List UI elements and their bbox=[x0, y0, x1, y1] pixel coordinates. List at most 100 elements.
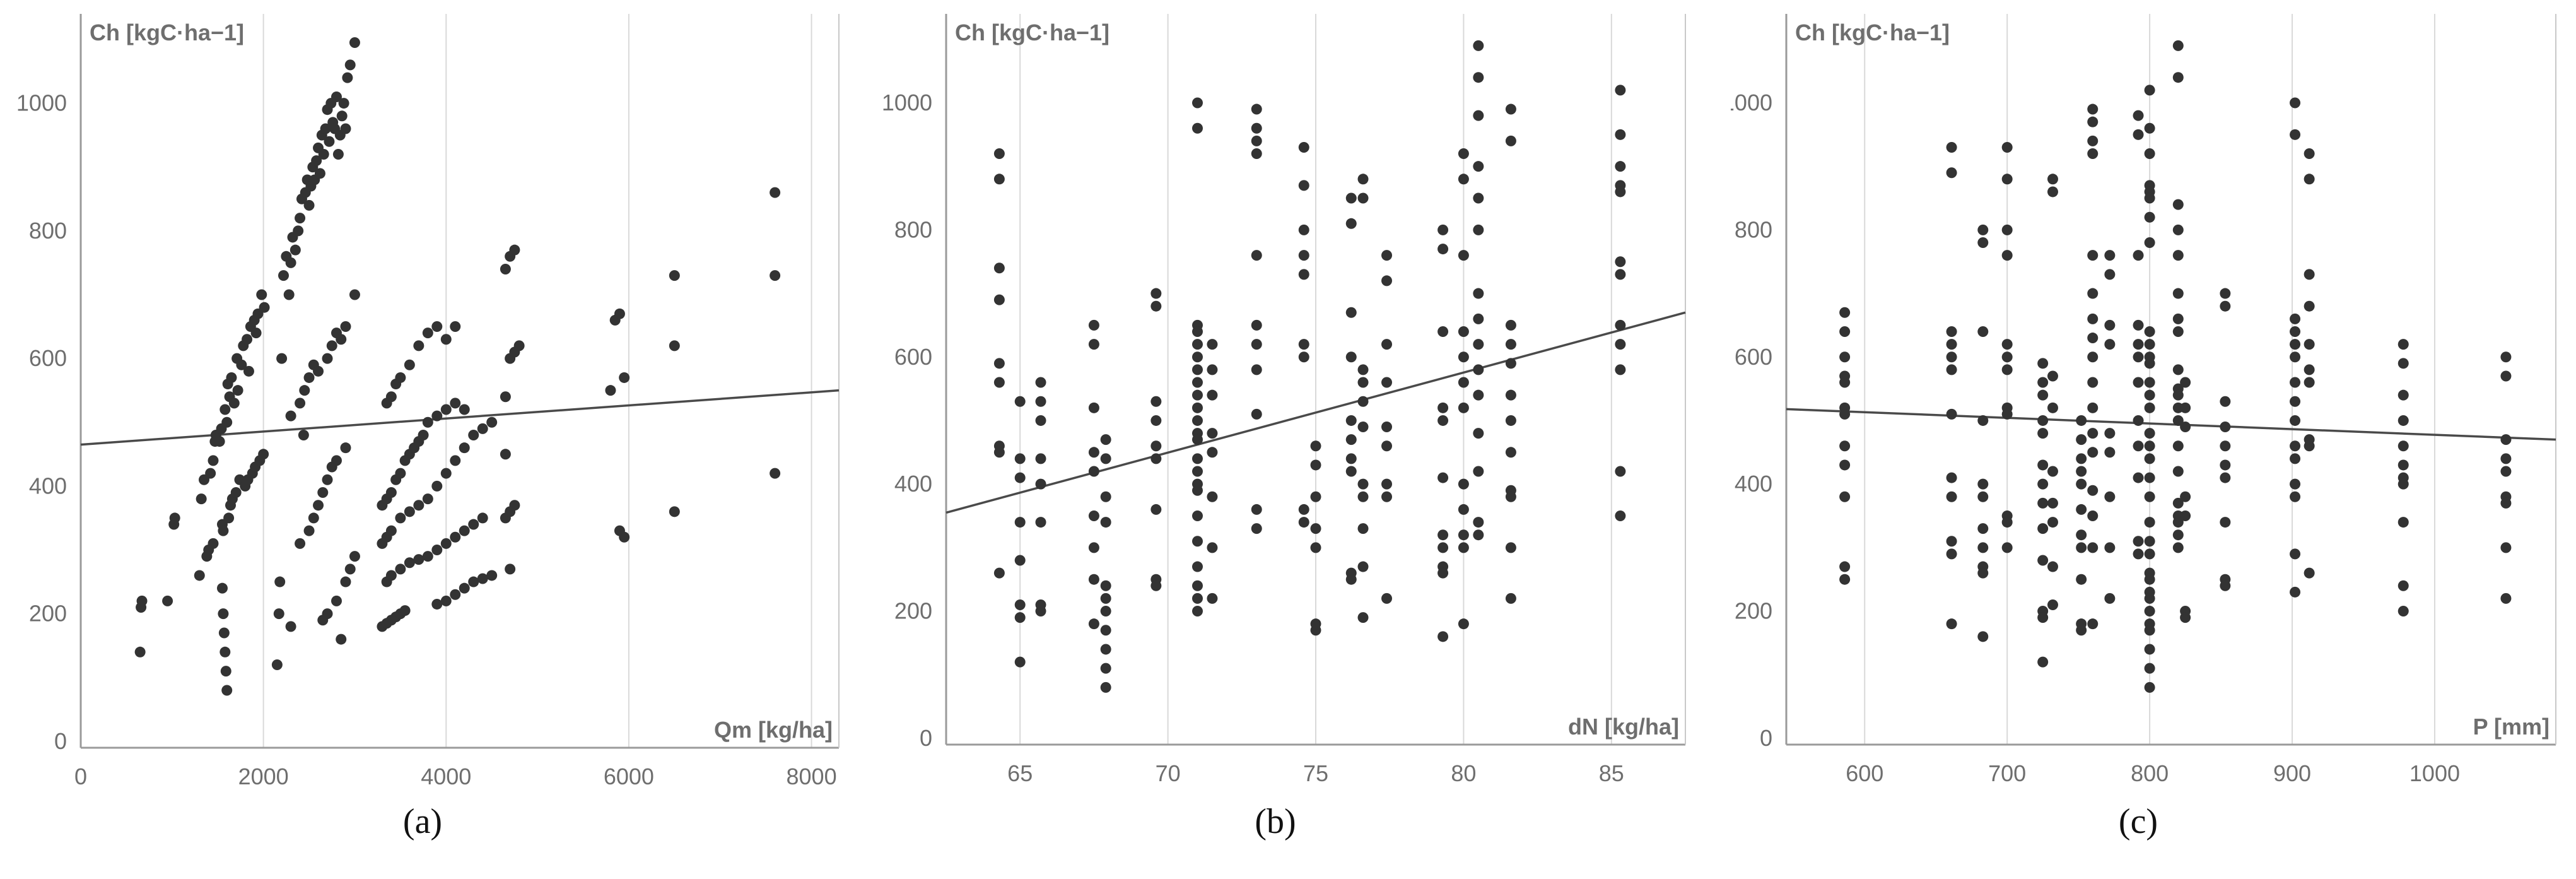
data-point bbox=[440, 404, 452, 415]
x-tick-label: 600 bbox=[1846, 760, 1883, 786]
x-tick-label: 4000 bbox=[421, 764, 471, 789]
data-point bbox=[1207, 491, 1218, 502]
data-point bbox=[1251, 250, 1262, 261]
data-point bbox=[2144, 339, 2155, 350]
data-point bbox=[1088, 319, 1099, 331]
data-point bbox=[1207, 447, 1218, 458]
data-point bbox=[1357, 174, 1369, 185]
data-point bbox=[221, 416, 233, 428]
data-point bbox=[2133, 319, 2144, 331]
y-tick-label: 600 bbox=[1735, 344, 1772, 370]
data-point bbox=[1035, 599, 1046, 610]
data-point bbox=[2104, 491, 2116, 502]
data-point bbox=[1615, 161, 1626, 172]
data-point bbox=[2144, 644, 2155, 655]
data-point bbox=[2172, 497, 2184, 509]
data-point bbox=[2144, 536, 2155, 547]
data-point bbox=[2290, 313, 2301, 324]
data-point bbox=[331, 91, 342, 102]
x-tick-label: 800 bbox=[2131, 760, 2169, 786]
data-point bbox=[1977, 631, 1989, 642]
data-point bbox=[459, 442, 470, 454]
data-point bbox=[1946, 326, 1957, 337]
data-point bbox=[404, 359, 415, 370]
data-point bbox=[290, 244, 301, 256]
data-point bbox=[477, 573, 488, 584]
y-tick-label: 200 bbox=[29, 601, 67, 627]
data-point bbox=[1150, 580, 1162, 591]
data-point bbox=[2133, 351, 2144, 363]
data-point bbox=[513, 340, 525, 351]
y-tick-label: 800 bbox=[894, 216, 932, 242]
data-point bbox=[2133, 472, 2144, 483]
data-point bbox=[208, 538, 219, 549]
data-point bbox=[1014, 599, 1026, 610]
data-point bbox=[605, 385, 616, 396]
data-point bbox=[2172, 72, 2184, 83]
data-point bbox=[2037, 389, 2049, 401]
data-point bbox=[232, 385, 243, 396]
x-axis-label: dN [kg/ha] bbox=[1568, 714, 1679, 740]
data-point bbox=[1437, 415, 1449, 426]
data-point bbox=[1150, 504, 1162, 515]
data-point bbox=[344, 563, 356, 575]
data-point bbox=[1207, 339, 1218, 350]
data-point bbox=[1345, 192, 1357, 204]
data-point bbox=[1977, 326, 1989, 337]
data-point bbox=[486, 416, 498, 428]
data-point bbox=[1207, 389, 1218, 401]
data-point bbox=[256, 289, 267, 300]
trend-line bbox=[1786, 408, 2556, 441]
data-point bbox=[418, 429, 429, 440]
data-point bbox=[1100, 517, 1111, 528]
data-point bbox=[2047, 186, 2058, 198]
x-tick-label: 6000 bbox=[604, 764, 654, 789]
data-point bbox=[1088, 510, 1099, 521]
data-point bbox=[1977, 478, 1989, 490]
data-point bbox=[770, 270, 781, 281]
data-point bbox=[1505, 593, 1516, 604]
data-point bbox=[1437, 326, 1449, 337]
data-point bbox=[1298, 269, 1309, 280]
data-point bbox=[2037, 555, 2049, 566]
data-point bbox=[1191, 485, 1203, 496]
data-point bbox=[2172, 326, 2184, 337]
data-point bbox=[1473, 110, 1484, 121]
data-point bbox=[1473, 339, 1484, 350]
x-tick-label: 75 bbox=[1303, 760, 1328, 786]
data-point bbox=[271, 659, 283, 671]
data-point bbox=[669, 340, 680, 351]
data-point bbox=[2397, 478, 2409, 490]
x-tick-label: 900 bbox=[2273, 760, 2311, 786]
data-point bbox=[1839, 561, 1851, 572]
data-point bbox=[2144, 574, 2155, 585]
data-point bbox=[340, 576, 351, 587]
data-point bbox=[344, 59, 356, 71]
data-point bbox=[1100, 606, 1111, 617]
data-point bbox=[2144, 389, 2155, 401]
data-point bbox=[136, 595, 148, 606]
data-point bbox=[1458, 148, 1469, 160]
data-point bbox=[477, 512, 488, 524]
data-point bbox=[1473, 466, 1484, 477]
data-point bbox=[273, 608, 284, 620]
data-point bbox=[2047, 174, 2058, 185]
data-point bbox=[2087, 250, 2099, 261]
data-point bbox=[459, 582, 470, 594]
data-point bbox=[324, 136, 335, 147]
data-point bbox=[1207, 364, 1218, 375]
data-point bbox=[669, 270, 680, 281]
data-point bbox=[2144, 491, 2155, 502]
data-point bbox=[1977, 224, 1989, 235]
data-point bbox=[1505, 491, 1516, 502]
data-point bbox=[2087, 377, 2099, 388]
data-point bbox=[1946, 472, 1957, 483]
data-point bbox=[1473, 529, 1484, 541]
data-point bbox=[1100, 593, 1111, 604]
data-point bbox=[1473, 40, 1484, 51]
data-point bbox=[2144, 192, 2155, 204]
data-point bbox=[1251, 103, 1262, 115]
data-point bbox=[422, 551, 433, 562]
data-point bbox=[422, 493, 433, 505]
data-point bbox=[2304, 148, 2315, 160]
